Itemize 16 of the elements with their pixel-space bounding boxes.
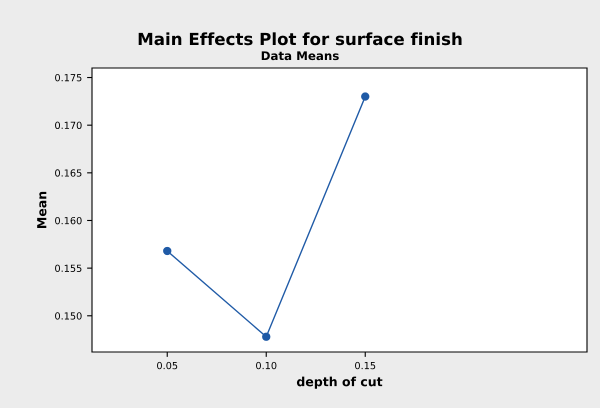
y-tick-label: 0.170	[55, 122, 82, 130]
point	[361, 92, 370, 101]
point	[262, 332, 270, 341]
y-tick-label: 0.175	[55, 74, 82, 82]
x-tick-label: 0.05	[157, 362, 178, 370]
x-tick-label: 0.10	[256, 362, 276, 370]
y-tick-label: 0.155	[55, 264, 82, 272]
y-axis-title: Mean	[37, 192, 46, 228]
chart-subtitle: Data Means	[262, 51, 339, 60]
y-tick-label: 0.160	[55, 216, 82, 224]
chart-title: Main Effects Plot for surface finish	[138, 32, 462, 46]
x-axis-title: depth of cut	[296, 376, 382, 389]
point	[163, 246, 172, 256]
y-tick-label: 0.165	[55, 169, 82, 177]
x-tick-label: 0.15	[355, 362, 376, 370]
y-tick-label: 0.150	[55, 312, 82, 320]
